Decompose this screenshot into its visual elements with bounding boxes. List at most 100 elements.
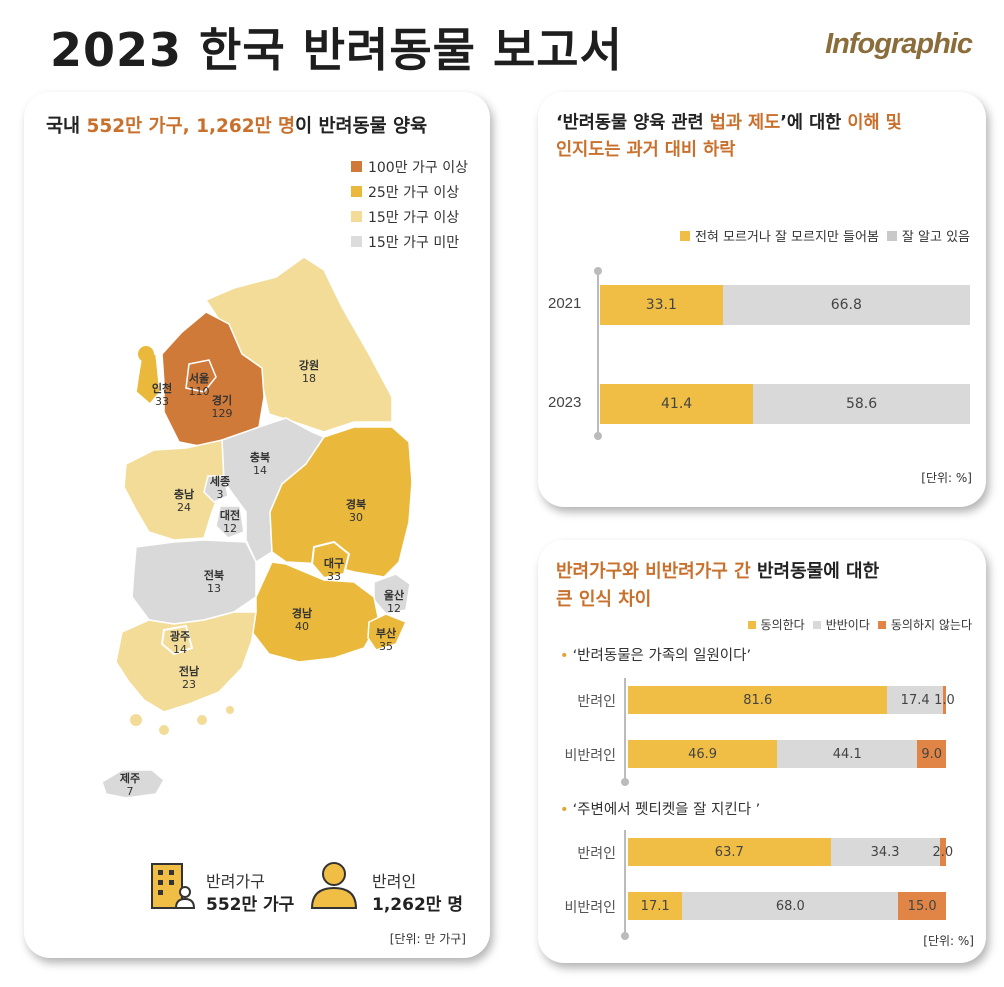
- value-chungnam: 24: [177, 501, 191, 514]
- map-card: 국내 552만 가구, 1,262만 명이 반려동물 양육 100만 가구 이상…: [24, 92, 490, 958]
- region-chungnam: [123, 439, 225, 541]
- group-label-0-0: 반려인: [577, 694, 616, 710]
- building-person-icon: [151, 863, 196, 909]
- label-seoul: 서울: [189, 371, 209, 385]
- region-incheon: [135, 353, 161, 406]
- value-gwangju: 14: [173, 643, 187, 656]
- aw-title-f: 는 과거 대비 하락: [604, 140, 736, 160]
- pc-title-a: 반려가구와 비반려가구 간: [556, 561, 751, 582]
- bar-segment-1-1-1: 68.0: [682, 892, 899, 920]
- island-2: [159, 725, 169, 735]
- axis-line-2: [624, 678, 626, 782]
- legend-label-disagree: 동의하지 않는다: [890, 618, 972, 632]
- household-label: 반려가구: [206, 872, 265, 891]
- legend-swatch: [350, 236, 362, 247]
- perception-card: 반려가구와 비반려가구 간 반려동물에 대한 큰 인식 차이 동의한다 반반이다…: [538, 540, 986, 963]
- legend-item-under15: 15만 가구 미만: [350, 229, 468, 254]
- value-jeonnam: 23: [182, 678, 196, 691]
- region-gwangju: [160, 624, 194, 656]
- legend-swatch: [350, 211, 362, 222]
- label-gyeongbuk: 경북: [346, 497, 366, 511]
- bar-1-1: 17.1 68.0 15.0: [628, 892, 946, 920]
- value-gyeongnam: 40: [295, 620, 309, 633]
- label-daejeon: 대전: [220, 508, 240, 522]
- korea-map: 서울 110 인천 33 경기 129 강원 18 충북 14 세종 3 충남 …: [101, 256, 413, 799]
- perception-unit: [단위: %]: [923, 934, 974, 948]
- bar-0-1: 46.9 44.1 9.0: [628, 740, 946, 768]
- bullet-dot: •: [560, 802, 569, 818]
- legend-swatch-agree: [747, 620, 756, 629]
- axis-dot-bottom: [594, 432, 602, 440]
- aw-title-a: ‘반려동물 양육 관련: [556, 113, 710, 133]
- label-gwangju: 광주: [170, 630, 190, 643]
- legend-label-aware: 잘 알고 있음: [901, 230, 970, 245]
- axis-line-1: [597, 270, 599, 435]
- year-label-2021: 2021: [548, 295, 582, 312]
- label-ulsan: 울산: [384, 588, 404, 602]
- label-jeju: 제주: [120, 771, 140, 785]
- label-sejong: 세종: [210, 474, 230, 488]
- person-label: 반려인: [372, 872, 417, 891]
- region-daejeon: [215, 505, 245, 539]
- statement-1: • ‘반려동물은 가족의 일원이다’: [560, 644, 751, 665]
- value-ulsan: 12: [387, 602, 401, 615]
- legend-swatch-disagree: [877, 620, 886, 629]
- statement-1-text: ‘반려동물은 가족의 일원이다’: [572, 648, 752, 664]
- value-incheon: 33: [155, 395, 169, 408]
- legend-swatch-neutral: [812, 620, 821, 629]
- value-seoul: 110: [189, 385, 210, 398]
- awareness-unit: [단위: %]: [921, 471, 972, 485]
- legend-label-agree: 동의한다: [760, 618, 805, 632]
- aw-title-e: 인지도: [556, 140, 605, 160]
- label-jeonnam: 전남: [179, 664, 199, 678]
- axis-dot-2: [621, 778, 629, 786]
- value-sejong: 3: [217, 488, 224, 501]
- pc-title-b: 반려동물에 대한: [750, 561, 880, 582]
- island-3: [197, 715, 207, 725]
- statement-2-text: ‘주변에서 펫티켓을 잘 지킨다 ’: [572, 802, 761, 818]
- brand-logo: Infographic: [825, 28, 973, 60]
- bar-segment-0-0-2: 1.0: [934, 686, 955, 714]
- label-jeonbuk: 전북: [204, 568, 224, 582]
- person-value: 1,262만 명: [372, 895, 463, 915]
- legend-item-25: 25만 가구 이상: [350, 179, 468, 204]
- legend-label-neutral: 반반이다: [825, 618, 870, 632]
- bar-1-0: 63.7 34.3 2.0: [628, 838, 953, 866]
- region-gyeongbuk: [269, 426, 413, 578]
- group-label-1-0: 반려인: [577, 846, 616, 862]
- value-gyeongbuk: 30: [349, 511, 363, 524]
- legend-label: 25만 가구 이상: [367, 184, 460, 201]
- label-gyeonggi: 경기: [212, 393, 232, 407]
- region-busan: [367, 613, 408, 651]
- map-panel-title: 국내 552만 가구, 1,262만 명이 반려동물 양육: [46, 112, 427, 138]
- region-sejong: [203, 475, 229, 503]
- legend-swatch-gray: [886, 230, 897, 241]
- value-daejeon: 12: [223, 522, 237, 535]
- bar-segment-0-0-0: 81.6: [628, 686, 888, 714]
- aw-title-c: ’에 대한: [780, 113, 848, 133]
- legend-item-15: 15만 가구 이상: [350, 204, 468, 229]
- legend-swatch: [350, 186, 362, 197]
- island-4: [226, 706, 234, 714]
- perception-title: 반려가구와 비반려가구 간 반려동물에 대한 큰 인식 차이: [556, 558, 879, 614]
- page-title: 2023 한국 반려동물 보고서: [50, 23, 623, 77]
- legend-label: 100만 가구 이상: [367, 159, 468, 176]
- household-value: 552만 가구: [206, 895, 295, 915]
- legend-item-100: 100만 가구 이상: [350, 154, 468, 179]
- label-chungnam: 충남: [174, 487, 194, 501]
- bar-segment-1-0-2: 2.0: [932, 838, 953, 866]
- label-busan: 부산: [376, 626, 396, 640]
- bar-segment-0-0-1: 17.4: [887, 686, 943, 714]
- label-daegu: 대구: [324, 556, 344, 570]
- aw-title-d: 이해 및: [847, 113, 902, 133]
- bar-segment-2023-0: 41.4: [600, 384, 754, 424]
- region-jeju: [101, 769, 165, 799]
- bar-2023: 41.4 58.6: [600, 384, 970, 424]
- awareness-legend: 전혀 모르거나 잘 모르지만 들어봄 잘 알고 있음: [672, 226, 970, 245]
- person-icon: [310, 862, 358, 909]
- value-gangwon: 18: [302, 372, 316, 385]
- bar-segment-0-1-0: 46.9: [628, 740, 778, 768]
- legend-swatch-gold: [679, 230, 690, 241]
- bar-segment-2021-0: 33.1: [600, 285, 723, 325]
- legend-swatch: [350, 161, 362, 172]
